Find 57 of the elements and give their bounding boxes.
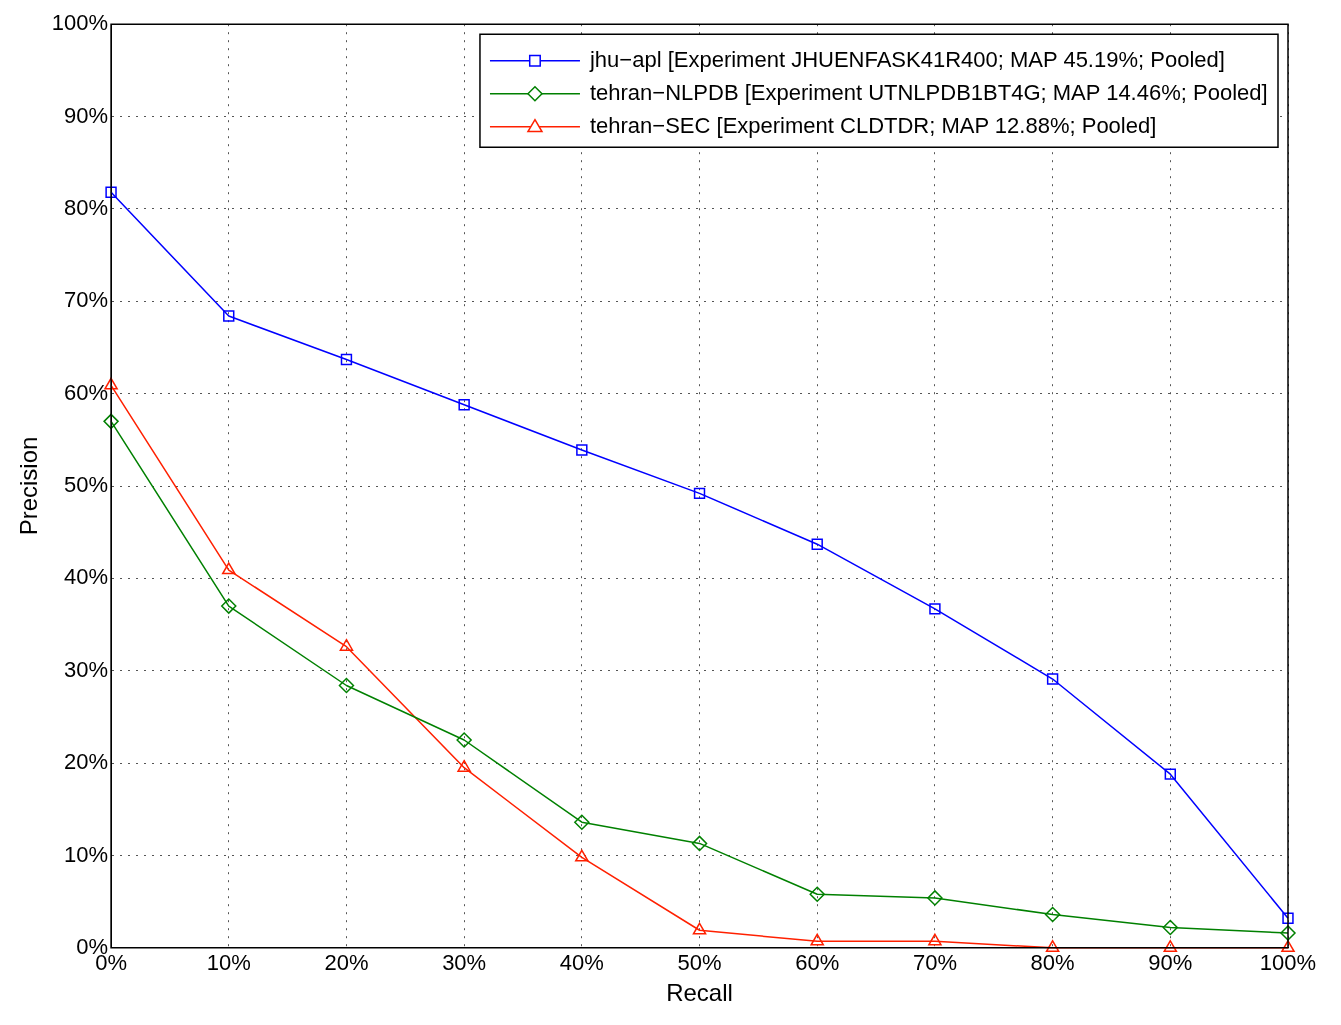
point <box>458 399 470 411</box>
point <box>1046 673 1059 685</box>
x-tick-label: 30% <box>442 950 487 976</box>
point <box>929 603 941 615</box>
point <box>928 933 942 946</box>
y-axis-title: Precision <box>15 436 43 536</box>
point <box>1162 919 1179 936</box>
x-tick-label: 60% <box>795 950 840 976</box>
legend-label: tehran−SEC [Experiment CLDTDR; MAP 12.88%; Pooled] <box>589 112 1157 138</box>
point <box>105 186 117 198</box>
y-tick-label: 10% <box>64 841 109 867</box>
point <box>809 886 825 902</box>
point <box>691 835 708 852</box>
y-tick-label: 50% <box>64 472 109 498</box>
y-tick-label: 100% <box>51 10 109 36</box>
x-tick-label: 20% <box>324 950 369 976</box>
x-tick-label: 90% <box>1148 950 1193 976</box>
point <box>221 598 237 614</box>
point <box>103 413 119 430</box>
point <box>810 933 825 946</box>
point <box>811 538 823 550</box>
y-tick-label: 40% <box>64 564 109 590</box>
point <box>223 310 235 322</box>
legend-label: tehran−NLPDB [Experiment UTNLPDB1BT4G; MAP 14.46%; Pooled] <box>589 79 1268 105</box>
x-tick-label: 40% <box>559 950 604 976</box>
legend-label: jhu−apl [Experiment JHUENFASK41R400; MAP 45.19%; Pooled] <box>588 46 1225 72</box>
point <box>576 444 588 456</box>
point <box>1044 906 1061 923</box>
point <box>927 890 943 906</box>
y-tick-label: 20% <box>64 749 109 775</box>
x-tick-label: 100% <box>1259 950 1317 976</box>
y-tick-label: 80% <box>64 194 109 220</box>
x-tick-label: 50% <box>677 950 722 976</box>
y-tick-label: 70% <box>64 287 109 313</box>
point <box>457 759 471 772</box>
point <box>1280 925 1296 941</box>
point <box>575 849 589 862</box>
point <box>692 922 707 935</box>
y-tick-label: 30% <box>64 656 109 682</box>
x-axis-title: Recall <box>666 979 733 1007</box>
point <box>456 732 472 748</box>
y-tick-label: 60% <box>64 379 109 405</box>
point <box>574 814 590 830</box>
point <box>1163 940 1178 953</box>
point <box>1164 768 1177 780</box>
point <box>221 562 236 575</box>
point <box>1045 940 1060 953</box>
x-tick-label: 10% <box>206 950 251 976</box>
point <box>1282 912 1294 924</box>
x-tick-label: 80% <box>1030 950 1075 976</box>
point <box>693 487 706 500</box>
point <box>338 677 355 694</box>
point <box>339 638 354 651</box>
x-tick-label: 70% <box>912 950 957 976</box>
point <box>340 353 353 366</box>
y-tick-label: 90% <box>64 102 109 128</box>
point <box>1281 940 1295 953</box>
